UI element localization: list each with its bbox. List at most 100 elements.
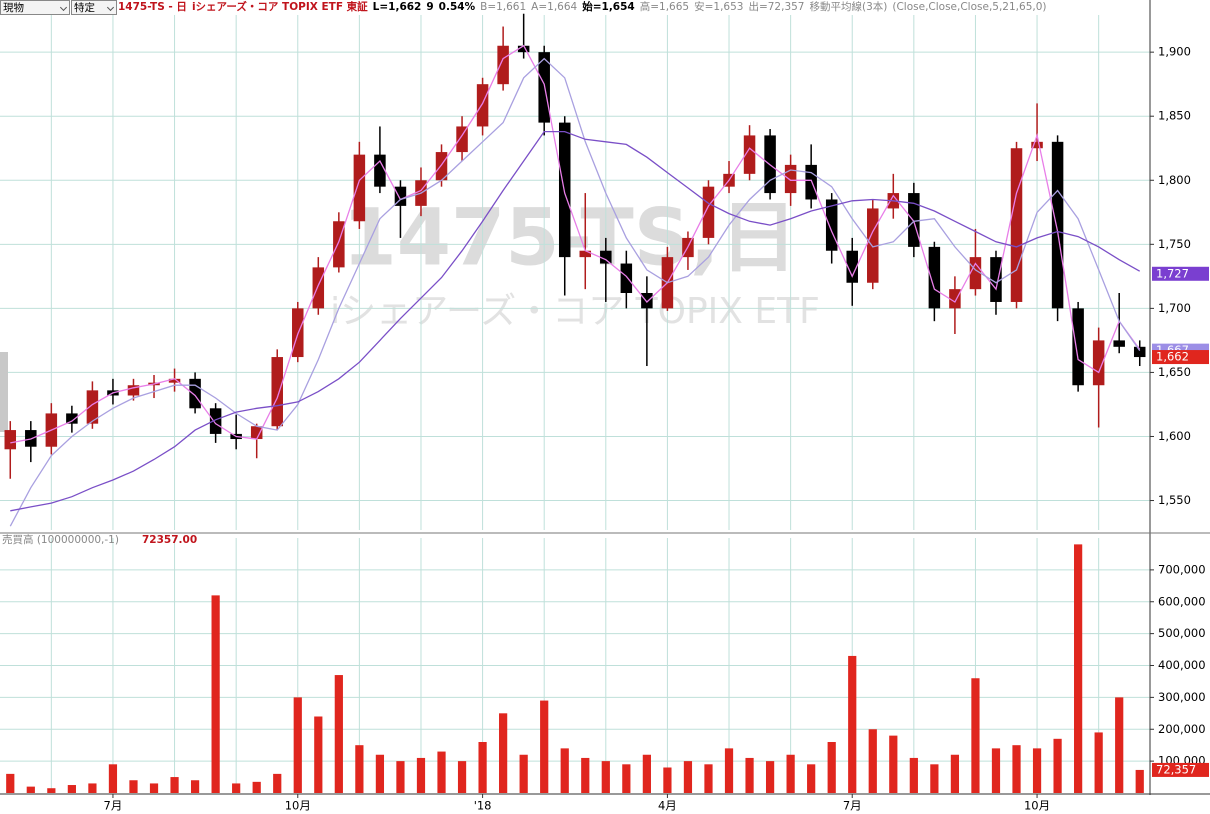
volume-bar: [1074, 544, 1083, 793]
account-select[interactable]: 現物: [0, 0, 70, 15]
price-label: 72,357: [1156, 762, 1196, 776]
last: L=1,662: [372, 1, 422, 13]
x-tick-label: 4月: [658, 799, 677, 813]
candle-body: [435, 152, 448, 181]
candle-body: [908, 193, 920, 247]
volume-bar: [601, 761, 610, 793]
pane-title: 売買高 (100000000,-1): [2, 533, 119, 546]
volume-bar: [950, 754, 960, 793]
y-tick-label: 1,600: [1158, 429, 1191, 443]
moving-average-line: [10, 44, 1141, 444]
y-tick-label: 500,000: [1158, 626, 1206, 640]
volume-bar: [724, 748, 734, 793]
volume-bar: [540, 700, 549, 793]
volume-bar: [827, 742, 836, 793]
watermark: iシェアーズ・コア TOPIX ETF: [330, 291, 820, 332]
candle-body: [353, 154, 366, 222]
bid: B=1,661: [480, 1, 527, 13]
volume-bar: [108, 764, 118, 793]
volume-bar: [765, 761, 775, 793]
candle-body: [4, 430, 17, 450]
volume-bar: [622, 764, 631, 793]
candle-body: [86, 390, 99, 424]
candle-body: [825, 199, 838, 251]
tax-select[interactable]: 特定: [71, 0, 117, 15]
candle-body: [928, 246, 941, 309]
volume-bar: [6, 773, 15, 793]
volume-bar: [396, 761, 405, 793]
candle-body: [333, 221, 345, 268]
quote-info: 1475-TS - 日 iシェアーズ・コア TOPIX ETF 東証 L=1,662…: [118, 0, 1052, 15]
candle-body: [456, 126, 468, 153]
volume-bar: [457, 761, 467, 793]
x-tick-label: 7月: [104, 799, 123, 813]
x-tick-label: 10月: [1024, 799, 1050, 813]
pane-value: 72357.00: [142, 534, 197, 546]
candle-body: [312, 267, 325, 309]
y-tick-label: 700,000: [1158, 562, 1206, 576]
candle-body: [1072, 308, 1084, 386]
candle-body: [476, 84, 489, 127]
change-pct: 0.54%: [438, 1, 476, 13]
volume-bar: [1094, 732, 1103, 793]
price-label-box: [1152, 762, 1209, 777]
low: 安=1,653: [694, 1, 744, 13]
candle-body: [969, 257, 982, 290]
candle-body: [271, 357, 283, 427]
volume-bar: [129, 780, 138, 793]
candle-body: [250, 426, 263, 440]
high: 高=1,665: [639, 1, 690, 13]
candle-body: [743, 135, 756, 174]
price-label-box: [1152, 350, 1209, 365]
volume-bar: [786, 754, 795, 793]
candle-body: [497, 45, 509, 85]
y-tick-label: 300,000: [1158, 690, 1206, 704]
volume-bar: [1012, 745, 1021, 793]
candle-body: [1133, 346, 1146, 358]
moving-average-line: [9, 57, 1141, 527]
side-tab: [0, 352, 8, 432]
volume-bar: [232, 783, 241, 793]
volume-bar: [499, 713, 508, 793]
candle-body: [641, 292, 653, 309]
x-tick-label: 7月: [843, 799, 862, 813]
volume-bar: [47, 788, 56, 793]
candle-body: [127, 385, 140, 396]
indicator-params: (Close,Close,Close,5,21,65,0): [892, 1, 1047, 13]
candle-body: [189, 378, 201, 409]
volume-bar: [971, 678, 980, 793]
candle-body: [702, 186, 715, 238]
candle-body: [1113, 340, 1125, 347]
volume-bar: [560, 748, 569, 793]
volume-bar: [293, 697, 302, 793]
volume-bar: [1115, 697, 1124, 793]
y-tick-label: 1,700: [1158, 301, 1191, 315]
volume-bar: [1053, 738, 1062, 793]
candle-body: [517, 45, 530, 53]
volume-bar: [909, 757, 918, 793]
candle-body: [579, 250, 592, 258]
volume-bar: [67, 785, 76, 793]
candle-body: [600, 250, 612, 264]
volume-bar: [663, 767, 672, 793]
candle-body: [1010, 148, 1023, 302]
y-tick-label: 200,000: [1158, 722, 1206, 736]
x-tick-label: '18: [474, 799, 492, 813]
volume-bar: [848, 655, 857, 793]
candle-body: [620, 263, 633, 293]
x-tick-label: 10月: [285, 799, 311, 813]
volume-bar: [1032, 748, 1042, 793]
volume-bar: [581, 757, 590, 793]
volume-bar: [211, 595, 220, 793]
volume-bar: [170, 777, 179, 793]
volume-bar: [190, 780, 200, 793]
volume-bar: [930, 764, 939, 793]
candle-body: [784, 164, 797, 194]
y-tick-label: 1,750: [1158, 237, 1191, 251]
volume-bar: [26, 786, 35, 793]
volume-bar: [889, 735, 898, 793]
indicator: 移動平均線(3本): [809, 1, 888, 13]
volume-bar: [273, 773, 282, 793]
candle-body: [805, 164, 817, 200]
